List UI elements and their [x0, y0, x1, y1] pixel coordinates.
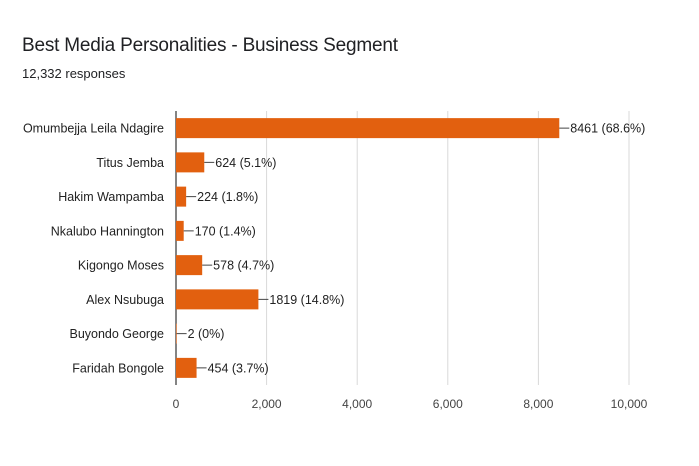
- data-label: 224 (1.8%): [197, 190, 258, 204]
- chart-title: Best Media Personalities - Business Segm…: [22, 35, 398, 56]
- category-label: Alex Nsubuga: [86, 293, 164, 307]
- data-label: 8461 (68.6%): [570, 122, 645, 136]
- bar: [176, 255, 203, 276]
- data-label: 2 (0%): [188, 327, 225, 341]
- data-label: 1819 (14.8%): [269, 293, 344, 307]
- x-tick-label: 2,000: [252, 397, 282, 411]
- data-label: 624 (5.1%): [215, 156, 276, 170]
- category-label: Omumbejja Leila Ndagire: [23, 122, 164, 136]
- response-count: 12,332 responses: [22, 66, 126, 81]
- category-label: Buyondo George: [69, 327, 164, 341]
- data-label: 578 (4.7%): [213, 259, 274, 273]
- bar: [176, 118, 560, 139]
- category-label: Kigongo Moses: [78, 259, 164, 273]
- category-label: Titus Jemba: [96, 156, 164, 170]
- bar: [176, 152, 205, 173]
- x-tick-label: 6,000: [433, 397, 463, 411]
- category-label: Hakim Wampamba: [58, 190, 164, 204]
- x-tick-label: 4,000: [342, 397, 372, 411]
- bar: [176, 357, 197, 378]
- category-label: Faridah Bongole: [72, 361, 164, 375]
- x-tick-label: 10,000: [611, 397, 648, 411]
- x-tick-label: 0: [173, 397, 180, 411]
- bar: [176, 289, 259, 310]
- x-tick-label: 8,000: [523, 397, 553, 411]
- bar: [176, 323, 177, 344]
- data-label: 170 (1.4%): [195, 224, 256, 238]
- bar: [176, 220, 184, 241]
- data-label: 454 (3.7%): [208, 361, 269, 375]
- category-label: Nkalubo Hannington: [51, 224, 164, 238]
- bar: [176, 186, 187, 207]
